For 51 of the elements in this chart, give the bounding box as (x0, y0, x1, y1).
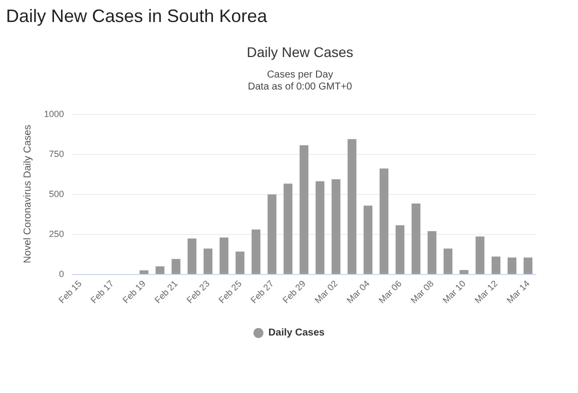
x-tick-label: Mar 04 (344, 278, 372, 306)
x-tick-label: Feb 23 (184, 278, 212, 306)
bar (428, 231, 436, 274)
bar (524, 258, 532, 274)
chart-title: Daily New Cases in South Korea (6, 6, 268, 27)
bar (396, 225, 404, 274)
bar (140, 270, 148, 274)
x-tick-label: Mar 14 (504, 278, 532, 306)
x-tick-label: Feb 15 (56, 278, 84, 306)
x-tick-label: Feb 29 (280, 278, 308, 306)
x-tick-label: Mar 06 (376, 278, 404, 306)
bar (268, 194, 276, 274)
y-tick-label: 0 (58, 269, 64, 279)
bar (364, 206, 372, 274)
bar (204, 248, 212, 274)
x-tick-label: Feb 27 (248, 278, 276, 306)
x-tick-label: Mar 08 (408, 278, 436, 306)
x-tick-label: Feb 21 (152, 278, 180, 306)
bar (172, 258, 180, 274)
bar (476, 236, 484, 274)
bar (156, 266, 164, 274)
bar (492, 256, 500, 274)
x-tick-label: Mar 12 (472, 278, 500, 306)
x-tick-label: Feb 19 (120, 278, 148, 306)
y-tick-label: 500 (48, 189, 64, 199)
bar (332, 179, 340, 274)
bar (220, 238, 228, 274)
y-tick-label: 1000 (44, 109, 64, 119)
x-tick-label: Feb 17 (88, 278, 116, 306)
legend-label: Daily Cases (268, 328, 326, 338)
bar (284, 184, 292, 274)
bar (460, 270, 468, 274)
bar (508, 258, 516, 274)
x-tick-label: Feb 25 (216, 278, 244, 306)
text: Cases per Day (266, 70, 334, 80)
bar (236, 252, 244, 274)
bar (188, 238, 196, 274)
x-tick-label: Mar 10 (440, 278, 468, 306)
bar (252, 230, 260, 274)
text: Data as of 0:00 GMT+0 (248, 82, 353, 92)
bar (412, 203, 420, 274)
y-tick-label: 750 (48, 149, 64, 159)
bar (300, 145, 308, 274)
x-tick-label: Mar 02 (312, 278, 340, 306)
y-tick-label: 250 (48, 229, 64, 239)
bar (348, 139, 356, 274)
bar (380, 168, 388, 274)
bar (444, 248, 452, 274)
y-axis-title: Novel Coronavirus Daily Cases (22, 124, 34, 264)
chart-subtitle: Daily New Cases (246, 44, 354, 60)
bar (316, 181, 324, 274)
